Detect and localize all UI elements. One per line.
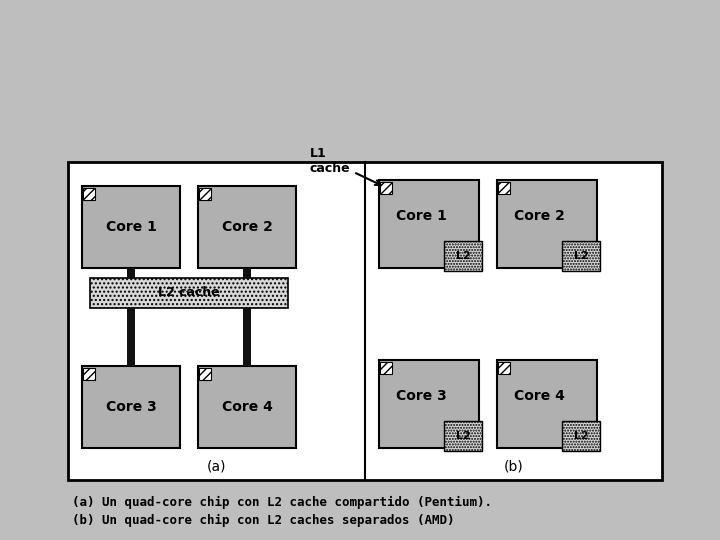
Text: (b) Un quad-core chip con L2 caches separados (AMD): (b) Un quad-core chip con L2 caches sepa… bbox=[72, 514, 454, 526]
Bar bbox=[90, 278, 288, 308]
Text: (a) Un quad-core chip con L2 cache compartido (Pentium).: (a) Un quad-core chip con L2 cache compa… bbox=[72, 496, 492, 509]
Bar bbox=[82, 366, 180, 448]
Text: Core 2: Core 2 bbox=[513, 209, 564, 223]
Bar bbox=[83, 188, 95, 200]
Text: L2: L2 bbox=[456, 431, 470, 441]
Bar bbox=[83, 368, 95, 380]
Text: L2: L2 bbox=[574, 431, 588, 441]
Text: Core 3: Core 3 bbox=[395, 389, 446, 403]
Bar bbox=[199, 188, 211, 200]
Bar bbox=[379, 360, 479, 448]
Bar bbox=[199, 368, 211, 380]
Text: Core 1: Core 1 bbox=[395, 209, 446, 223]
Bar bbox=[127, 268, 135, 278]
Bar bbox=[444, 421, 482, 451]
Bar bbox=[380, 362, 392, 374]
Bar bbox=[198, 186, 296, 268]
Text: Core 1: Core 1 bbox=[106, 220, 156, 234]
Bar bbox=[497, 180, 597, 268]
Text: L2 cache: L2 cache bbox=[158, 287, 220, 300]
Bar bbox=[498, 182, 510, 194]
Bar bbox=[82, 186, 180, 268]
Text: L2: L2 bbox=[574, 251, 588, 261]
Bar bbox=[562, 241, 600, 271]
Text: Core 2: Core 2 bbox=[222, 220, 272, 234]
Bar bbox=[444, 241, 482, 271]
Bar bbox=[498, 362, 510, 374]
Bar bbox=[379, 180, 479, 268]
Bar bbox=[562, 421, 600, 451]
Text: L1
cache: L1 cache bbox=[310, 147, 380, 185]
Text: Core 4: Core 4 bbox=[222, 400, 272, 414]
Text: L2: L2 bbox=[456, 251, 470, 261]
Text: (b): (b) bbox=[503, 459, 523, 473]
Text: (a): (a) bbox=[207, 459, 226, 473]
Text: Core 3: Core 3 bbox=[106, 400, 156, 414]
Bar bbox=[68, 162, 662, 480]
Bar bbox=[127, 308, 135, 366]
Bar bbox=[497, 360, 597, 448]
Bar bbox=[243, 308, 251, 366]
Bar bbox=[243, 268, 251, 278]
Text: Core 4: Core 4 bbox=[513, 389, 564, 403]
Bar bbox=[380, 182, 392, 194]
Bar bbox=[198, 366, 296, 448]
